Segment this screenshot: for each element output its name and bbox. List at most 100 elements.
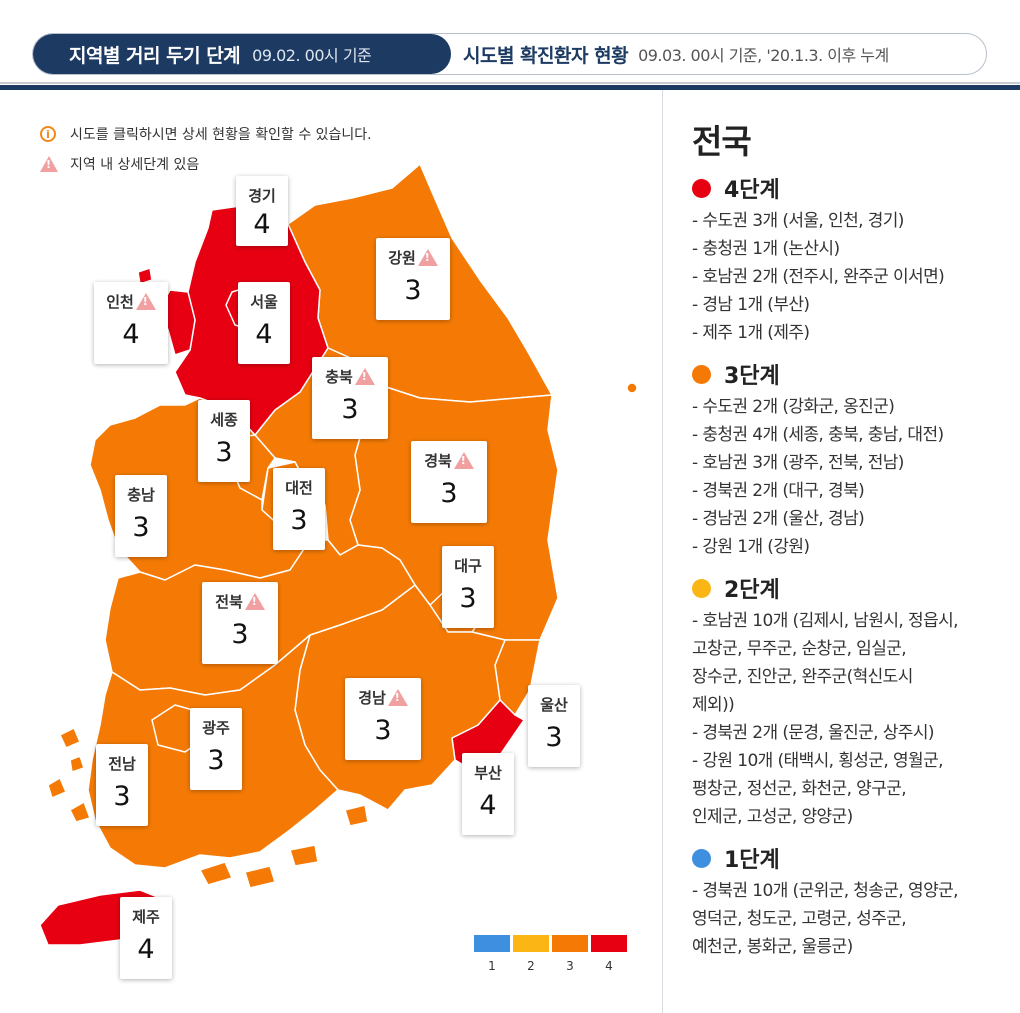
warning-icon: [387, 688, 408, 706]
region-name: 경기: [248, 186, 276, 205]
click-hint-note: i 시도를 클릭하시면 상세 현황을 확인할 수 있습니다.: [38, 124, 372, 144]
region-label-jeonnam[interactable]: 전남 3: [96, 744, 148, 826]
region-name: 대전: [285, 478, 313, 497]
region-label-jeonbuk[interactable]: 전북 3: [202, 582, 278, 664]
region-name: 전북: [215, 592, 243, 611]
level-4-heading: 4단계: [692, 173, 1012, 203]
list-item: - 호남권 10개 (김제시, 남원시, 정읍시,: [692, 611, 959, 631]
region-label-busan[interactable]: 부산 4: [462, 753, 514, 835]
list-item: - 경북권 2개 (대구, 경북): [692, 481, 865, 501]
tab-distancing-levels[interactable]: 지역별 거리 두기 단계 09.02. 00시 기준: [33, 34, 451, 74]
region-level: 3: [113, 781, 131, 812]
warning-icon: [135, 292, 156, 310]
list-item: 영덕군, 청도군, 고령군, 성주군,: [692, 909, 907, 929]
warning-icon: [417, 248, 438, 266]
level-1-heading: 1단계: [692, 843, 1012, 873]
header-rule: [0, 85, 1020, 90]
region-ulleung-shape: [626, 382, 638, 394]
jeonnam-islands: [47, 727, 369, 889]
tab-confirmed-cases[interactable]: 시도별 확진환자 현황 09.03. 00시 기준, '20.1.3. 이후 누…: [463, 34, 889, 74]
region-label-jeju[interactable]: 제주 4: [120, 897, 172, 979]
warning-icon: [244, 592, 265, 610]
region-name: 광주: [202, 718, 230, 737]
list-item: 장수군, 진안군, 완주군(혁신도시: [692, 667, 913, 687]
list-item: - 경북권 10개 (군위군, 청송군, 영양군,: [692, 881, 959, 901]
list-item: 제외)): [692, 695, 735, 715]
region-level: 3: [231, 619, 249, 650]
tab-confirmed-cases-label: 시도별 확진환자 현황: [463, 44, 629, 67]
region-level: 3: [374, 715, 392, 746]
korea-map: [39, 163, 638, 946]
level-3-list: - 수도권 2개 (강화군, 옹진군) - 충청권 4개 (세종, 충북, 충남…: [692, 393, 1012, 561]
legend-level-4: 4: [591, 935, 627, 973]
region-label-seoul[interactable]: 서울 4: [238, 282, 290, 364]
region-label-daegu[interactable]: 대구 3: [442, 546, 494, 628]
level-2-list: - 호남권 10개 (김제시, 남원시, 정읍시, 고창군, 무주군, 순창군,…: [692, 607, 1012, 831]
region-level: 3: [545, 722, 563, 753]
region-level: 3: [132, 512, 150, 543]
region-name: 강원: [388, 248, 416, 267]
region-label-chungbuk[interactable]: 충북 3: [312, 357, 388, 439]
region-label-incheon[interactable]: 인천 4: [94, 282, 168, 364]
region-label-gyeongbuk[interactable]: 경북 3: [411, 441, 487, 523]
warning-hint-note: 지역 내 상세단계 있음: [38, 154, 199, 174]
list-item: - 호남권 2개 (전주시, 완주군 이서면): [692, 267, 945, 287]
region-label-ulsan[interactable]: 울산 3: [528, 685, 580, 767]
region-name: 전남: [108, 754, 136, 773]
list-item: 인제군, 고성군, 양양군): [692, 807, 853, 827]
list-item: - 경남 1개 (부산): [692, 295, 810, 315]
region-label-gyeongnam[interactable]: 경남 3: [345, 678, 421, 760]
region-name: 대구: [454, 556, 482, 575]
list-item: - 경남권 2개 (울산, 경남): [692, 509, 865, 529]
level-3-heading: 3단계: [692, 359, 1012, 389]
warning-icon: [453, 451, 474, 469]
region-level: 3: [290, 505, 308, 536]
region-label-gwangju[interactable]: 광주 3: [190, 708, 242, 790]
click-hint-text: 시도를 클릭하시면 상세 현황을 확인할 수 있습니다.: [70, 127, 372, 143]
region-name: 세종: [210, 410, 238, 429]
region-label-daejeon[interactable]: 대전 3: [273, 468, 325, 550]
list-item: 평창군, 정선군, 화천군, 양구군,: [692, 779, 907, 799]
region-name: 서울: [250, 292, 278, 311]
level-4-list: - 수도권 3개 (서울, 인천, 경기) - 충청권 1개 (논산시) - 호…: [692, 207, 1012, 347]
legend-level-3: 3: [552, 935, 588, 973]
region-label-chungnam[interactable]: 충남 3: [115, 475, 167, 557]
list-item: 고창군, 무주군, 순창군, 임실군,: [692, 639, 907, 659]
level-1-dot: [692, 848, 711, 868]
region-name: 인천: [106, 292, 134, 311]
tab-confirmed-cases-date: 09.03. 00시 기준, '20.1.3. 이후 누계: [638, 46, 889, 65]
region-name: 울산: [540, 695, 568, 714]
region-name: 제주: [132, 907, 160, 926]
region-level: 4: [137, 934, 155, 965]
region-level: 3: [215, 437, 233, 468]
region-level: 4: [479, 790, 497, 821]
warning-icon: [354, 367, 375, 385]
level-4-label: 4단계: [724, 178, 780, 203]
region-name: 충북: [325, 367, 353, 386]
info-icon: i: [38, 124, 58, 144]
region-level: 3: [459, 583, 477, 614]
region-label-gangwon[interactable]: 강원 3: [376, 238, 450, 320]
list-item: - 호남권 3개 (광주, 전북, 전남): [692, 453, 904, 473]
region-label-sejong[interactable]: 세종 3: [198, 400, 250, 482]
warning-hint-text: 지역 내 상세단계 있음: [70, 157, 200, 173]
level-2-heading: 2단계: [692, 573, 1012, 603]
list-item: - 충청권 1개 (논산시): [692, 239, 840, 259]
list-item: - 강원 10개 (태백시, 횡성군, 영월군,: [692, 751, 944, 771]
list-item: - 충청권 4개 (세종, 충북, 충남, 대전): [692, 425, 944, 445]
region-level: 3: [404, 275, 422, 306]
level-1-label: 1단계: [724, 848, 780, 873]
region-label-gyeonggi[interactable]: 경기 4: [236, 176, 288, 246]
level-4-dot: [692, 178, 711, 198]
tab-bar: 지역별 거리 두기 단계 09.02. 00시 기준 시도별 확진환자 현황 0…: [32, 33, 987, 75]
tab-distancing-levels-label: 지역별 거리 두기 단계: [69, 44, 241, 67]
region-name: 충남: [127, 485, 155, 504]
tab-distancing-levels-date: 09.02. 00시 기준: [252, 46, 372, 65]
header-divider: [0, 82, 1020, 84]
legend-level-1: 1: [474, 935, 510, 973]
region-name: 부산: [474, 763, 502, 782]
list-item: - 강원 1개 (강원): [692, 537, 810, 557]
region-name: 경남: [358, 688, 386, 707]
region-level: 3: [440, 478, 458, 509]
level-1-list: - 경북권 10개 (군위군, 청송군, 영양군, 영덕군, 청도군, 고령군,…: [692, 877, 1012, 961]
